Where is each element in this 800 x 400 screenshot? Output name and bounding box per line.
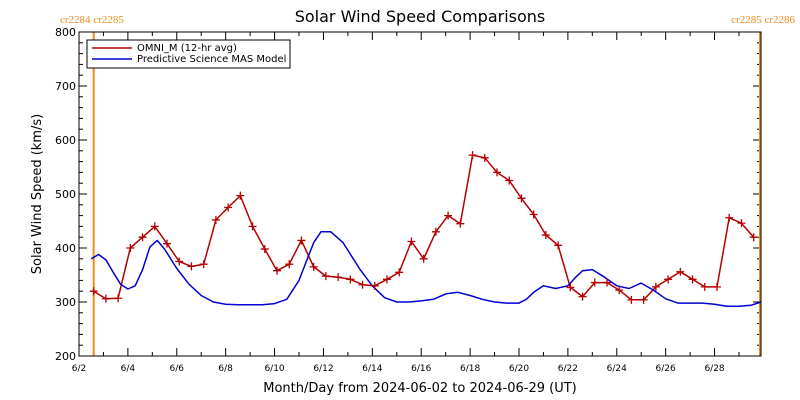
- legend: OMNI_M (12-hr avg) Predictive Science MA…: [86, 39, 291, 69]
- chart-title: Solar Wind Speed Comparisons: [295, 7, 546, 26]
- x-tick-label: 6/4: [121, 364, 136, 374]
- data-point-marker: [101, 294, 110, 303]
- data-point-marker: [541, 231, 550, 240]
- data-point-marker: [309, 262, 318, 271]
- data-point-marker: [334, 273, 343, 282]
- axis-ticks: 200 300 400 500 600 700 800 6/2 6/4 6/6 6/8 6/10 6/1…: [55, 26, 761, 374]
- data-point-marker: [713, 282, 721, 291]
- data-point-marker: [407, 237, 416, 246]
- data-point-marker: [444, 211, 453, 220]
- data-point-marker: [419, 254, 428, 263]
- x-tick-label: 6/10: [264, 364, 284, 374]
- data-point-marker: [725, 213, 734, 222]
- data-point-marker: [480, 153, 489, 162]
- data-point-marker: [603, 278, 611, 287]
- data-point-marker: [175, 257, 184, 266]
- y-axis-label: Solar Wind Speed (km/s): [30, 114, 45, 274]
- x-axis-label: Month/Day from 2024-06-02 to 2024-06-29 …: [263, 381, 576, 396]
- data-point-marker: [285, 260, 294, 269]
- data-point-marker: [627, 295, 636, 304]
- data-point-marker: [615, 286, 624, 295]
- data-point-marker: [590, 278, 599, 287]
- data-point-marker: [150, 222, 159, 231]
- legend-label-omni: OMNI_M (12-hr avg): [137, 43, 237, 54]
- legend-label-mas: Predictive Science MAS Model: [137, 54, 286, 65]
- data-point-marker: [89, 287, 98, 296]
- data-point-marker: [700, 282, 709, 291]
- data-point-marker: [199, 260, 208, 269]
- data-point-marker: [517, 194, 526, 203]
- data-point-marker: [114, 294, 123, 303]
- x-tick-label: 6/6: [170, 364, 185, 374]
- x-tick-label: 6/22: [558, 364, 578, 374]
- plot-frame: [78, 31, 762, 357]
- data-point-marker: [493, 168, 501, 177]
- data-point-marker: [737, 219, 746, 228]
- data-point-marker: [346, 275, 355, 284]
- data-point-marker: [248, 222, 257, 231]
- data-point-marker: [468, 151, 477, 160]
- data-point-marker: [566, 283, 575, 292]
- data-point-marker: [260, 245, 269, 254]
- data-point-marker: [163, 239, 171, 248]
- data-point-marker: [664, 275, 673, 284]
- data-point-marker: [505, 176, 514, 185]
- y-tick-label: 500: [55, 188, 76, 201]
- x-tick-label: 6/26: [656, 364, 676, 374]
- y-tick-label: 300: [55, 296, 76, 309]
- data-point-marker: [456, 219, 465, 228]
- data-point-marker: [321, 272, 330, 281]
- series-line-1: [90, 231, 762, 308]
- data-point-marker: [639, 295, 648, 304]
- y-tick-label: 400: [55, 242, 76, 255]
- data-point-marker: [578, 292, 587, 301]
- legend-box: [86, 39, 291, 69]
- carrington-label-left: cr2284 cr2285: [60, 14, 124, 26]
- data-point-marker: [236, 191, 245, 200]
- carrington-label-right: cr2285 cr2286: [731, 14, 795, 26]
- series-markers: [89, 151, 758, 304]
- data-point-marker: [273, 266, 281, 275]
- data-point-marker: [431, 227, 440, 236]
- data-point-marker: [358, 280, 367, 289]
- x-tick-label: 6/18: [460, 364, 480, 374]
- data-point-marker: [126, 244, 135, 252]
- data-point-marker: [187, 262, 196, 271]
- x-tick-label: 6/16: [411, 364, 431, 374]
- data-point-marker: [297, 236, 306, 245]
- x-tick-label: 6/14: [362, 364, 382, 374]
- data-point-marker: [749, 233, 758, 242]
- data-point-marker: [383, 275, 391, 284]
- data-point-marker: [554, 241, 563, 250]
- data-point-marker: [395, 268, 404, 277]
- data-point-marker: [138, 233, 147, 242]
- carrington-lines: [92, 32, 761, 356]
- x-tick-label: 6/8: [218, 364, 233, 374]
- series-line-0: [93, 154, 755, 301]
- data-point-marker: [370, 281, 379, 290]
- data-point-marker: [529, 210, 538, 219]
- x-tick-label: 6/20: [509, 364, 529, 374]
- y-tick-label: 200: [55, 350, 76, 363]
- y-tick-label: 700: [55, 80, 76, 93]
- y-tick-label: 800: [55, 26, 76, 39]
- x-tick-label: 6/12: [313, 364, 333, 374]
- x-tick-label: 6/28: [704, 364, 724, 374]
- data-point-marker: [676, 267, 685, 276]
- data-point-marker: [211, 215, 220, 224]
- data-point-marker: [651, 282, 660, 291]
- x-tick-label: 6/2: [72, 364, 86, 374]
- data-point-marker: [688, 275, 697, 284]
- x-tick-label: 6/24: [607, 364, 627, 374]
- series-lines: [90, 154, 762, 308]
- data-point-marker: [224, 203, 233, 212]
- y-tick-label: 600: [55, 134, 76, 147]
